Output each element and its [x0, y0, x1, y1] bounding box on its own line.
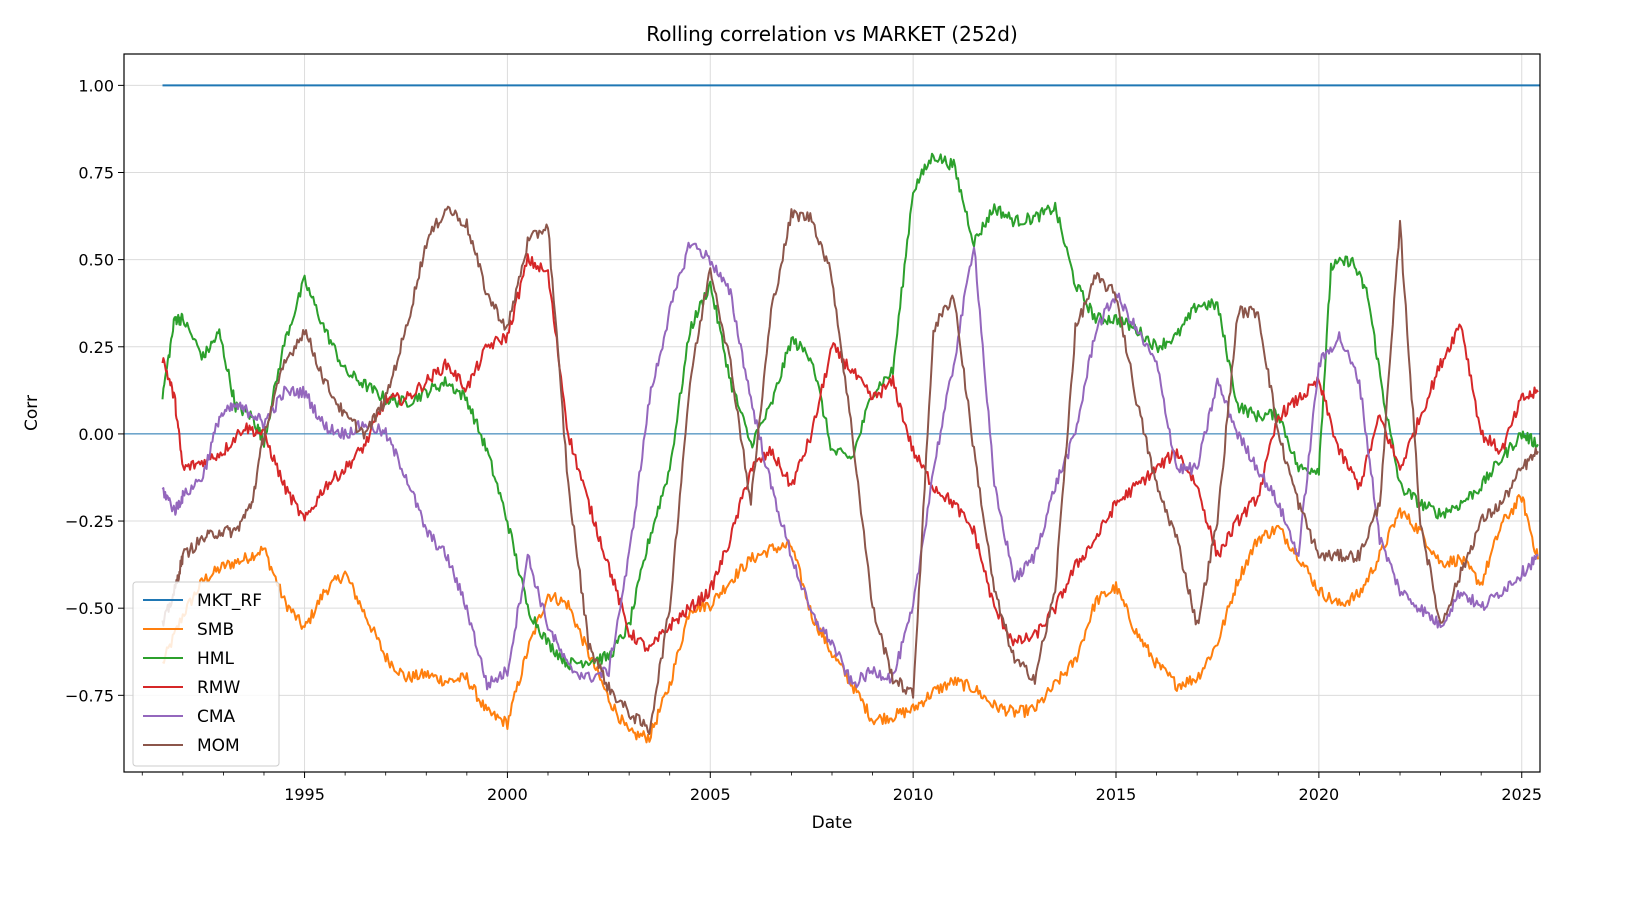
legend-label: RMW: [197, 678, 240, 698]
chart-title: Rolling correlation vs MARKET (252d): [646, 22, 1018, 46]
x-tick-label: 2025: [1501, 785, 1542, 804]
y-tick-label: −0.50: [65, 599, 114, 618]
x-tick-label: 2020: [1299, 785, 1340, 804]
series-line-cma: [161, 241, 1539, 691]
x-tick-label: 2010: [893, 785, 934, 804]
x-tick-label: 2000: [487, 785, 528, 804]
y-tick-label: −0.75: [65, 686, 114, 705]
legend-label: SMB: [197, 620, 234, 640]
x-axis-title: Date: [812, 813, 853, 833]
y-tick-label: −0.25: [65, 512, 114, 531]
legend: MKT_RF SMB HML RMW CMA MOM: [132, 581, 280, 767]
legend-label: HML: [197, 649, 234, 669]
y-tick-label: 1.00: [78, 76, 114, 95]
series-line-rmw: [161, 253, 1539, 652]
series-line-hml: [161, 152, 1539, 671]
series-lines: [161, 84, 1540, 744]
x-axis: 1995 2000 2005 2010 2015 2020 2025: [141, 772, 1542, 804]
x-tick-label: 1995: [284, 785, 325, 804]
y-axis: 1.00 0.75 0.50 0.25 0.00 −0.25 −0.50 −0.75: [65, 76, 124, 705]
legend-label: MOM: [197, 736, 240, 756]
legend-label: MKT_RF: [197, 591, 262, 611]
x-tick-label: 2005: [690, 785, 731, 804]
y-tick-label: 0.75: [78, 164, 114, 183]
legend-label: CMA: [197, 707, 236, 727]
y-axis-title: Corr: [22, 395, 42, 431]
series-line-smb: [162, 494, 1539, 744]
y-tick-label: 0.25: [78, 338, 114, 357]
y-tick-label: 0.00: [78, 425, 114, 444]
y-tick-label: 0.50: [78, 251, 114, 270]
series-line-mom: [161, 205, 1539, 735]
x-tick-label: 2015: [1096, 785, 1137, 804]
